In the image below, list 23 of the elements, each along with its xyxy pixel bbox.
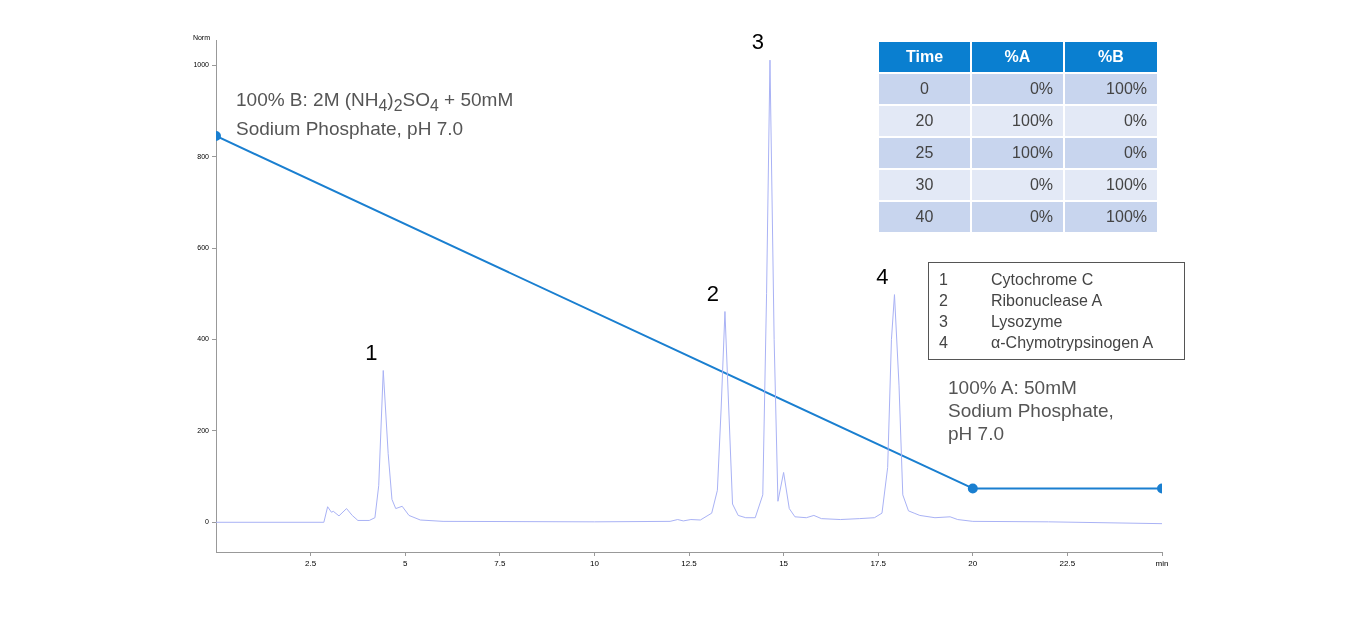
text: 0 0% 100%	[920, 80, 1147, 97]
annotation: 100% A: 50mM Sodium Phosphate, pH 7.0	[948, 376, 1114, 445]
annotation: 3	[751, 29, 765, 55]
text: 30 0% 100%	[915, 176, 1147, 193]
x-tick-label: min	[1155, 559, 1169, 568]
text: 25 100% 0%	[915, 144, 1147, 161]
x-tick-label: 15	[779, 559, 789, 568]
x-tick-label: 12.5	[681, 559, 698, 568]
text: Time %A %B	[905, 48, 1124, 65]
text: 40 0% 100%	[915, 208, 1147, 225]
x-tick-label: 20	[968, 559, 978, 568]
annotation: 1	[365, 339, 378, 365]
annotation: 4	[876, 263, 889, 289]
peak-key-box: 1 Cytochrome C 2 Ribonuclease A 3 Lysozyme 4 α-Chymotrypsinogen A	[928, 262, 1185, 360]
annotation: 100% B: 2M (NH$_{4}$)$_{2}$SO$_{4}$ + 50mM Sodium Phosphate, pH 7.0	[236, 88, 514, 140]
annotation: 2	[706, 280, 720, 306]
x-tick-label: 10	[589, 559, 600, 568]
x-tick-label: 2.5	[305, 559, 317, 568]
x-tick-label: 22.5	[1059, 559, 1076, 568]
x-tick-label: 17.5	[870, 559, 887, 568]
x-tick-label: 7.5	[494, 559, 506, 568]
x-tick-label: 5	[402, 559, 408, 568]
text: 20 100% 0%	[915, 112, 1147, 129]
